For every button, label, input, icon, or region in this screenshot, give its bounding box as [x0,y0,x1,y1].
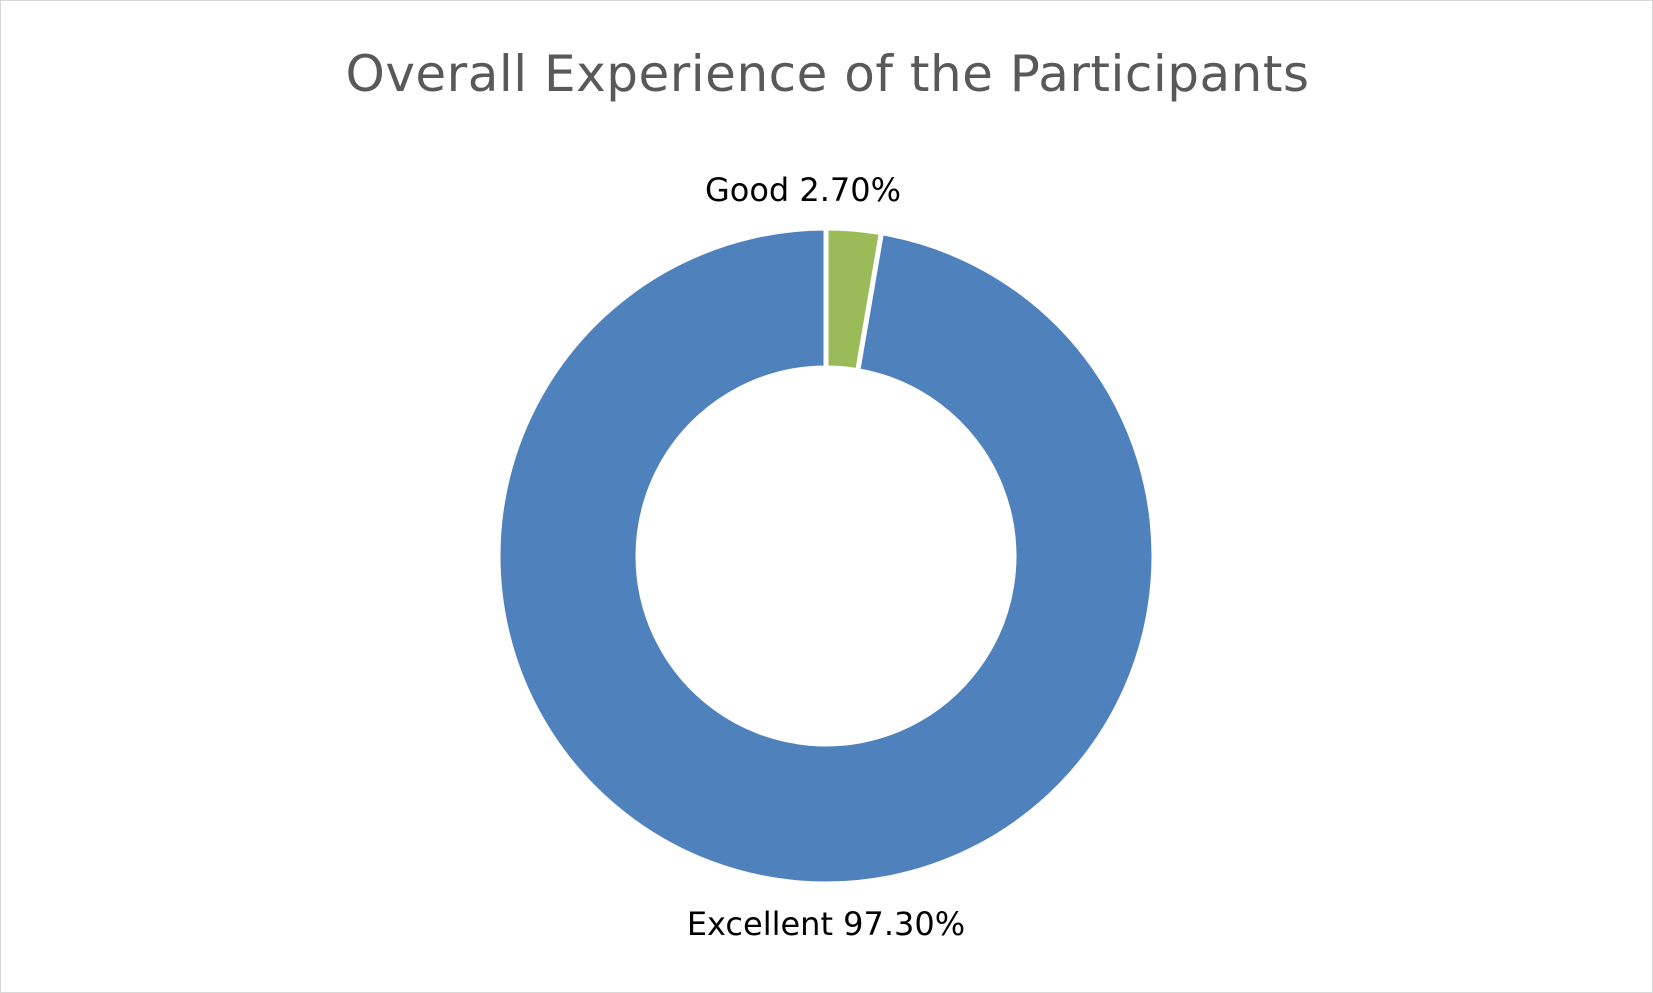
data-label-good: Good 2.70% [705,171,901,209]
slice-good [823,225,885,374]
chart-title: Overall Experience of the Participants [345,45,1310,103]
data-label-excellent: Excellent 97.30% [687,905,965,943]
data-labels: Excellent 97.30% Good 2.70% [687,171,965,943]
doughnut-slices [495,225,1157,887]
slice-excellent [495,225,1157,887]
